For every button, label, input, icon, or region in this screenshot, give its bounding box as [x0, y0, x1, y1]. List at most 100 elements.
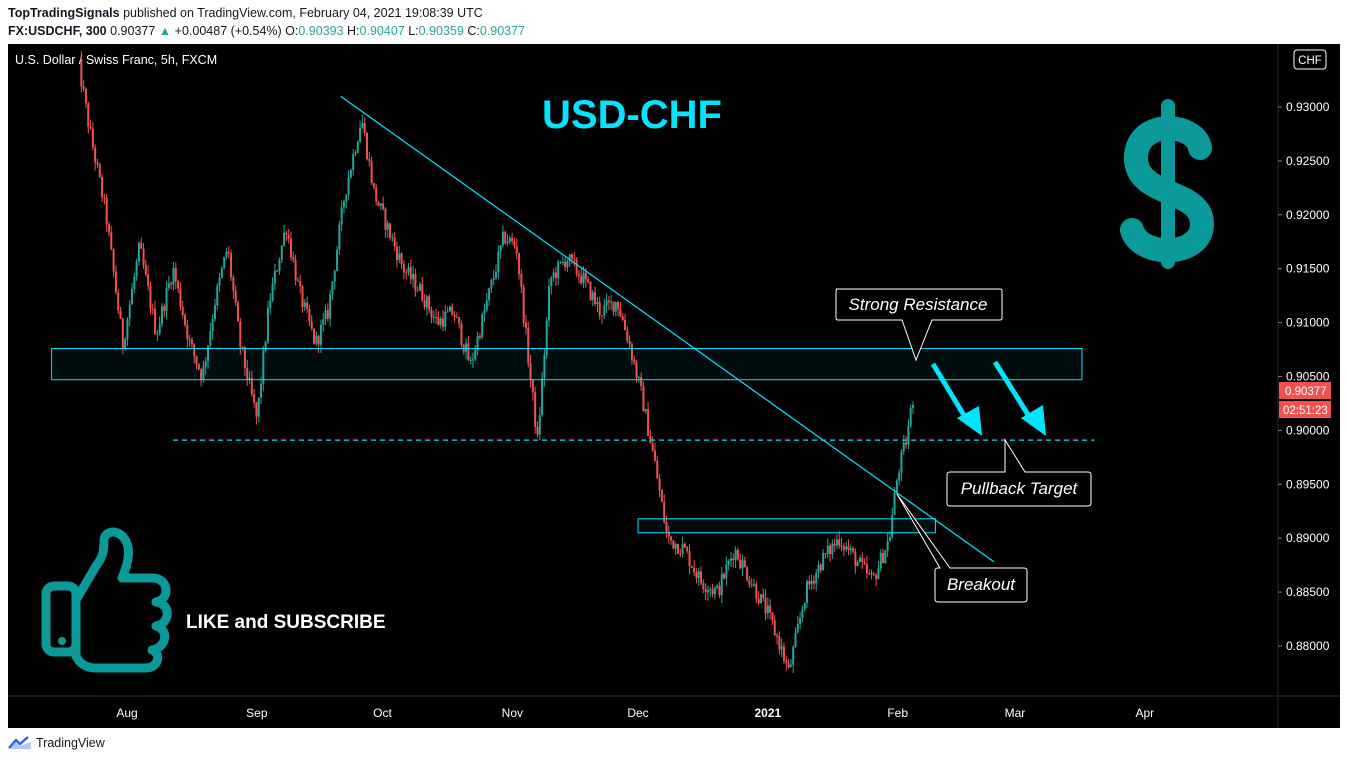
candle-body: [322, 319, 325, 325]
candle-body: [342, 201, 345, 208]
candle-body: [225, 251, 228, 257]
candle-body: [803, 602, 806, 610]
candle-body: [598, 302, 601, 316]
candle-body: [294, 259, 297, 281]
candle-body: [149, 286, 152, 309]
candle-body: [435, 316, 438, 318]
candle-body: [870, 573, 873, 575]
candle-body: [690, 566, 693, 568]
candle-body: [769, 605, 772, 613]
footer-brand[interactable]: TradingView: [8, 736, 105, 750]
price-axis[interactable]: 0.93000 0.92500 0.92000 0.91500 0.91000 0.905…: [1278, 100, 1330, 653]
candle-body: [891, 514, 894, 538]
candle-body: [126, 318, 129, 340]
candle-body: [554, 272, 557, 279]
candle-body: [504, 231, 507, 244]
candle-body: [412, 273, 415, 280]
candle-body: [135, 261, 138, 277]
candle-body: [693, 567, 696, 572]
candle-body: [596, 302, 599, 304]
candle-body: [361, 123, 364, 129]
candle-body: [133, 276, 136, 289]
candle-body: [292, 257, 295, 260]
candle-body: [771, 612, 774, 621]
low-label: L:: [408, 24, 419, 38]
pullback-target-label: Pullback Target: [961, 479, 1079, 498]
candle-body: [515, 246, 518, 254]
candle-body: [414, 273, 417, 291]
candle-body: [778, 636, 781, 650]
time-axis-label: Mar: [1005, 706, 1026, 720]
candle-body: [393, 237, 396, 247]
candle-body: [879, 552, 882, 569]
candle-body: [278, 260, 281, 271]
candle-body: [326, 309, 329, 319]
candle-body: [497, 251, 500, 272]
candle-body: [94, 147, 97, 163]
candle-body: [142, 248, 145, 266]
open-label: O:: [285, 24, 299, 38]
candle-body: [246, 367, 249, 380]
candle-body: [207, 345, 210, 362]
candle-body: [370, 160, 373, 184]
breakout-callout[interactable]: Breakout: [896, 493, 1028, 603]
candle-body: [501, 231, 504, 246]
close-label: C:: [467, 24, 480, 38]
dollar-sign-icon: [1120, 99, 1215, 269]
candle-body: [773, 620, 776, 636]
candle-body: [541, 378, 544, 416]
time-axis-label: Sep: [246, 706, 268, 720]
candle-body: [573, 258, 576, 261]
candle-body: [455, 316, 458, 318]
candle-body: [725, 564, 728, 579]
high-value: 0.90407: [359, 24, 405, 38]
candle-body: [366, 133, 369, 159]
downtrend-line[interactable]: [340, 95, 995, 563]
strong-resistance-callout[interactable]: Strong Resistance: [835, 288, 1003, 362]
publisher-name[interactable]: TopTradingSignals: [8, 6, 120, 20]
price-axis-label: 0.88000: [1286, 639, 1330, 653]
candle-body: [665, 522, 668, 533]
candle-body: [492, 277, 495, 280]
candle-body: [670, 536, 673, 541]
candle-body: [313, 328, 316, 344]
candle-body: [605, 300, 608, 306]
candle-body: [858, 557, 861, 563]
candle-body: [835, 539, 838, 546]
candle-body: [264, 341, 267, 351]
candle-body: [706, 590, 709, 593]
candle-body: [568, 254, 571, 262]
pullback-arrow-1: [930, 362, 982, 436]
pullback-target-callout[interactable]: Pullback Target: [946, 438, 1092, 507]
candle-body: [418, 284, 421, 291]
up-arrow-icon: ▲: [158, 24, 172, 38]
candle-body: [338, 224, 341, 250]
candle-body: [285, 232, 288, 235]
candle-body: [506, 242, 509, 244]
candle-body: [559, 261, 562, 263]
candle-body: [121, 318, 124, 349]
candle-body: [886, 540, 889, 551]
time-axis[interactable]: Aug Sep Oct Nov Dec 2021 Feb Mar Apr: [116, 706, 1154, 720]
candle-body: [117, 292, 120, 311]
candle-body: [269, 300, 272, 308]
breakout-zone[interactable]: [637, 518, 936, 534]
candle-body: [580, 275, 583, 284]
candle-body: [202, 366, 205, 380]
currency-badge[interactable]: CHF: [1293, 49, 1327, 70]
candle-body: [557, 261, 560, 279]
candle-body: [677, 544, 680, 554]
candle-body: [336, 249, 339, 271]
candle-body: [529, 363, 532, 380]
candle-body: [872, 573, 875, 576]
candle-body: [128, 304, 131, 319]
resistance-zone[interactable]: [51, 347, 1083, 381]
candle-body: [167, 283, 170, 289]
candle-body: [575, 260, 578, 274]
high-label: H:: [347, 24, 360, 38]
chart-background: [8, 44, 1340, 728]
thumbs-up-icon: [41, 527, 172, 673]
candle-body: [315, 335, 318, 344]
change-value: +0.00487 (+0.54%): [174, 24, 282, 38]
